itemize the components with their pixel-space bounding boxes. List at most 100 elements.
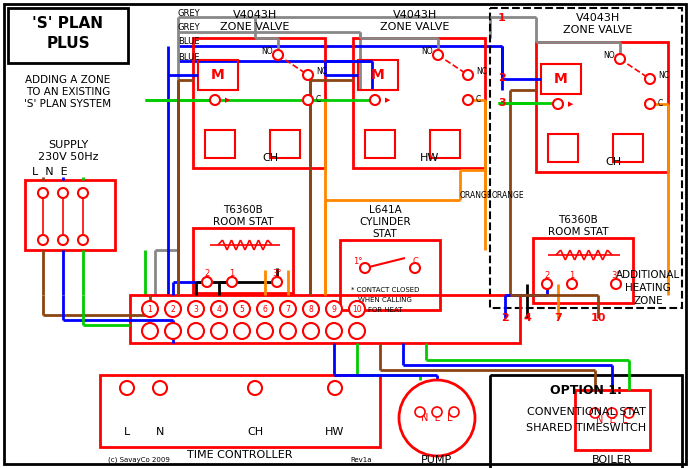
Text: 2: 2	[544, 271, 550, 279]
Text: ADDITIONAL: ADDITIONAL	[616, 270, 680, 280]
Circle shape	[280, 301, 296, 317]
Circle shape	[38, 188, 48, 198]
Circle shape	[78, 235, 88, 245]
Text: CH: CH	[247, 427, 263, 437]
Text: PUMP: PUMP	[422, 455, 453, 465]
Bar	[193, 228, 293, 293]
Bar	[353, 38, 485, 168]
Circle shape	[211, 323, 227, 339]
Text: 230V 50Hz: 230V 50Hz	[38, 152, 98, 162]
Circle shape	[234, 301, 250, 317]
Text: HEATING: HEATING	[625, 283, 671, 293]
Text: WHEN CALLING: WHEN CALLING	[358, 297, 412, 303]
Text: ▶: ▶	[385, 97, 391, 103]
Text: FOR HEAT: FOR HEAT	[368, 307, 402, 313]
Circle shape	[349, 301, 365, 317]
Circle shape	[303, 70, 313, 80]
Text: 8: 8	[308, 305, 313, 314]
Circle shape	[449, 407, 459, 417]
Circle shape	[399, 380, 475, 456]
Text: L: L	[124, 427, 130, 437]
Bar	[8, 8, 128, 63]
Text: TO AN EXISTING: TO AN EXISTING	[26, 87, 110, 97]
Text: ROOM STAT: ROOM STAT	[548, 227, 609, 237]
Bar	[358, 60, 398, 90]
Circle shape	[211, 301, 227, 317]
Circle shape	[58, 188, 68, 198]
Text: GREY: GREY	[178, 8, 201, 17]
Text: (c) SavayCo 2009: (c) SavayCo 2009	[108, 457, 170, 463]
Text: Rev1a: Rev1a	[350, 457, 371, 463]
Bar	[340, 240, 440, 310]
Circle shape	[410, 263, 420, 273]
Text: 3: 3	[498, 98, 506, 108]
Text: CH: CH	[605, 157, 621, 167]
Circle shape	[607, 408, 617, 418]
Text: CYLINDER: CYLINDER	[359, 217, 411, 227]
Circle shape	[370, 95, 380, 105]
Text: C: C	[412, 257, 418, 266]
Text: 3°: 3°	[611, 271, 621, 279]
Text: NC: NC	[316, 67, 327, 76]
Circle shape	[328, 381, 342, 395]
Text: 4: 4	[523, 313, 531, 323]
Text: ZONE VALVE: ZONE VALVE	[380, 22, 450, 32]
Text: NC: NC	[658, 72, 669, 80]
Text: SUPPLY: SUPPLY	[48, 140, 88, 150]
Text: 'S' PLAN SYSTEM: 'S' PLAN SYSTEM	[24, 99, 112, 109]
Circle shape	[202, 277, 212, 287]
Text: 4: 4	[217, 305, 221, 314]
Circle shape	[326, 301, 342, 317]
Bar	[536, 42, 668, 172]
Circle shape	[257, 301, 273, 317]
Text: V4043H: V4043H	[233, 10, 277, 20]
Bar	[130, 295, 520, 343]
Circle shape	[303, 301, 319, 317]
Circle shape	[303, 323, 319, 339]
Text: * CONTACT CLOSED: * CONTACT CLOSED	[351, 287, 420, 293]
Text: CH: CH	[262, 153, 278, 163]
Circle shape	[432, 407, 442, 417]
Text: BLUE: BLUE	[178, 37, 199, 46]
Text: GREY: GREY	[178, 23, 201, 32]
Circle shape	[142, 301, 158, 317]
Text: CONVENTIONAL STAT: CONVENTIONAL STAT	[526, 407, 645, 417]
Text: L  N  E: L N E	[32, 167, 68, 177]
Text: ADDING A ZONE: ADDING A ZONE	[26, 75, 110, 85]
Text: M: M	[554, 72, 568, 86]
Circle shape	[415, 407, 425, 417]
Circle shape	[553, 99, 563, 109]
Text: V4043H: V4043H	[393, 10, 437, 20]
Circle shape	[257, 323, 273, 339]
Circle shape	[188, 301, 204, 317]
Circle shape	[326, 323, 342, 339]
Circle shape	[248, 381, 262, 395]
Text: 10: 10	[591, 313, 606, 323]
Text: 1°: 1°	[353, 257, 363, 266]
Text: BOILER: BOILER	[592, 455, 632, 465]
Circle shape	[463, 95, 473, 105]
Text: OPTION 1:: OPTION 1:	[550, 383, 622, 396]
Text: 10: 10	[352, 305, 362, 314]
Bar	[198, 60, 238, 90]
Text: ORANGE: ORANGE	[492, 190, 524, 199]
Text: NC: NC	[476, 67, 487, 76]
Text: 5: 5	[239, 305, 244, 314]
Text: L641A: L641A	[368, 205, 402, 215]
Circle shape	[120, 381, 134, 395]
Text: 1: 1	[148, 305, 152, 314]
Circle shape	[463, 70, 473, 80]
Text: 6: 6	[263, 305, 268, 314]
Circle shape	[227, 277, 237, 287]
Circle shape	[234, 323, 250, 339]
Bar	[193, 38, 325, 168]
Text: STAT: STAT	[373, 229, 397, 239]
Text: T6360B: T6360B	[558, 215, 598, 225]
Text: 7: 7	[286, 305, 290, 314]
Text: ZONE: ZONE	[633, 296, 663, 306]
Text: PLUS: PLUS	[46, 36, 90, 51]
Text: ▶: ▶	[226, 97, 230, 103]
Text: 2: 2	[204, 269, 210, 278]
Bar	[541, 64, 581, 94]
Text: 1: 1	[229, 269, 235, 278]
